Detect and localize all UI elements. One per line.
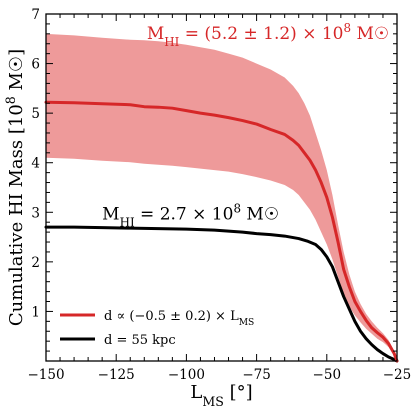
ticks-layer (45, 13, 398, 361)
y-tick-label: 2 (31, 255, 40, 271)
series-line-1 (44, 225, 399, 363)
annotation-1: MHI = 2.7 × 108 M☉ (102, 202, 279, 230)
y-tick-label: 3 (31, 205, 40, 221)
y-tick-label: 1 (31, 304, 40, 320)
text-layer: −150 −125 −100 −75 −50 −25 1 2 3 4 5 6 7 LMS [°] Cumul… (3, 7, 412, 409)
x-tick-label: −75 (242, 367, 271, 383)
y-tick-label: 7 (31, 7, 40, 23)
x-tick-label: −25 (383, 367, 412, 383)
x-tick-label: −100 (168, 367, 205, 383)
y-tick-label: 6 (31, 57, 40, 73)
x-tick-label: −150 (27, 367, 64, 383)
legend: d ∝ (−0.5 ± 0.2) × LMS d = 55 kpc (60, 309, 254, 348)
x-axis-title: LMS [°] (190, 382, 252, 409)
uncertainty-band-layer (46, 33, 397, 361)
y-tick-label: 5 (31, 106, 40, 122)
series-lines-layer (44, 100, 399, 363)
y-axis-title: Cumulative HI Mass [108 M☉] (3, 49, 28, 326)
legend-label-1: d = 55 kpc (104, 333, 176, 348)
x-tick-label: −125 (98, 367, 135, 383)
series-line-0 (44, 100, 399, 363)
plot-frame (45, 13, 398, 362)
uncertainty-band-0 (46, 33, 397, 361)
y-tick-label: 4 (31, 156, 40, 172)
annotation-0: MHI = (5.2 ± 1.2) × 108 M☉ (147, 21, 389, 49)
legend-label-0: d ∝ (−0.5 ± 0.2) × LMS (104, 309, 254, 328)
x-tick-label: −50 (313, 367, 342, 383)
